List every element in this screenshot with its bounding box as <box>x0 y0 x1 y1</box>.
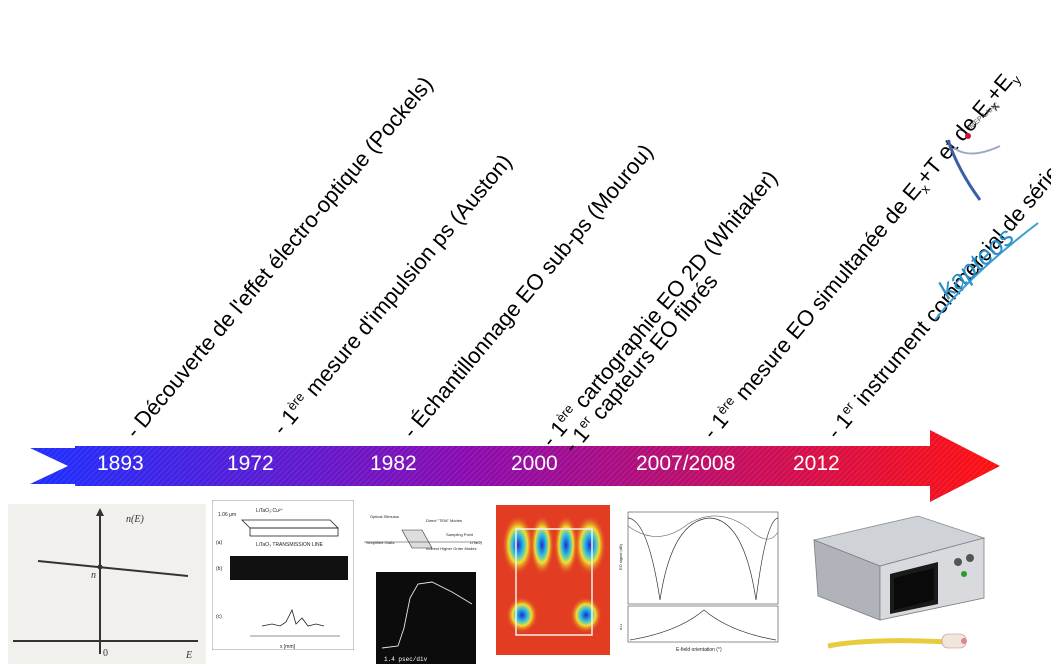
year-1982: 1982 <box>370 452 417 475</box>
year-2000: 2000 <box>511 452 558 475</box>
svg-text:EO signal (dB): EO signal (dB) <box>618 543 623 570</box>
svg-text:LiTaO₃: LiTaO₃ <box>470 540 482 545</box>
year-2007-2008: 2007/2008 <box>636 452 736 475</box>
svg-text:1.06 μm: 1.06 μm <box>218 512 236 518</box>
svg-text:n: n <box>91 570 96 581</box>
svg-text:(b): (b) <box>216 566 222 572</box>
svg-text:(a): (a) <box>216 540 222 546</box>
svg-text:Simplified GaAs: Simplified GaAs <box>366 540 394 545</box>
year-1893: 1893 <box>97 452 144 475</box>
mourou-figure: Optical Stimulus Direct "TEM" Modes Samp… <box>362 508 492 666</box>
commercial-instrument-photo <box>812 515 986 649</box>
svg-text:n(E): n(E) <box>126 514 144 525</box>
svg-text:Direct "TEM" Modes: Direct "TEM" Modes <box>426 518 462 523</box>
eo-signal-plots: EO signal (dB) a.u. E-field orientation … <box>618 508 780 654</box>
svg-text:LiTaO₃ TRANSMISSION LINE: LiTaO₃ TRANSMISSION LINE <box>256 542 324 548</box>
whitaker-field-map <box>496 505 610 655</box>
kapteos-logo: kapteos <box>932 221 1039 321</box>
year-2012: 2012 <box>793 452 840 475</box>
svg-text:a.u.: a.u. <box>618 623 623 630</box>
auston-figure: 1.06 μm LiTaO₃:Cu²⁺ LiTaO₃ TRANSMISSION … <box>212 500 354 650</box>
svg-text:LiTaO₃:Cu²⁺: LiTaO₃:Cu²⁺ <box>256 508 284 514</box>
year-1972: 1972 <box>227 452 274 475</box>
svg-text:Indirect Higher Order Modes: Indirect Higher Order Modes <box>426 546 476 551</box>
svg-text:E: E <box>185 650 192 661</box>
pockels-graph: n(E) n 0 E <box>8 504 206 664</box>
svg-text:x [mm]: x [mm] <box>280 644 296 650</box>
imep-lahc-logo: IMEP-LAHC <box>946 102 1001 201</box>
svg-text:kapteos: kapteos <box>932 221 1020 304</box>
svg-text:Sampling Point: Sampling Point <box>446 532 474 537</box>
svg-text:IMEP-LAHC: IMEP-LAHC <box>967 102 1001 132</box>
svg-text:Optical Stimulus: Optical Stimulus <box>370 514 399 519</box>
svg-text:(c): (c) <box>216 614 222 620</box>
svg-text:0: 0 <box>103 648 108 659</box>
svg-text:E-field orientation (°): E-field orientation (°) <box>676 647 722 653</box>
svg-text:1.4 psec/div: 1.4 psec/div <box>384 656 428 663</box>
